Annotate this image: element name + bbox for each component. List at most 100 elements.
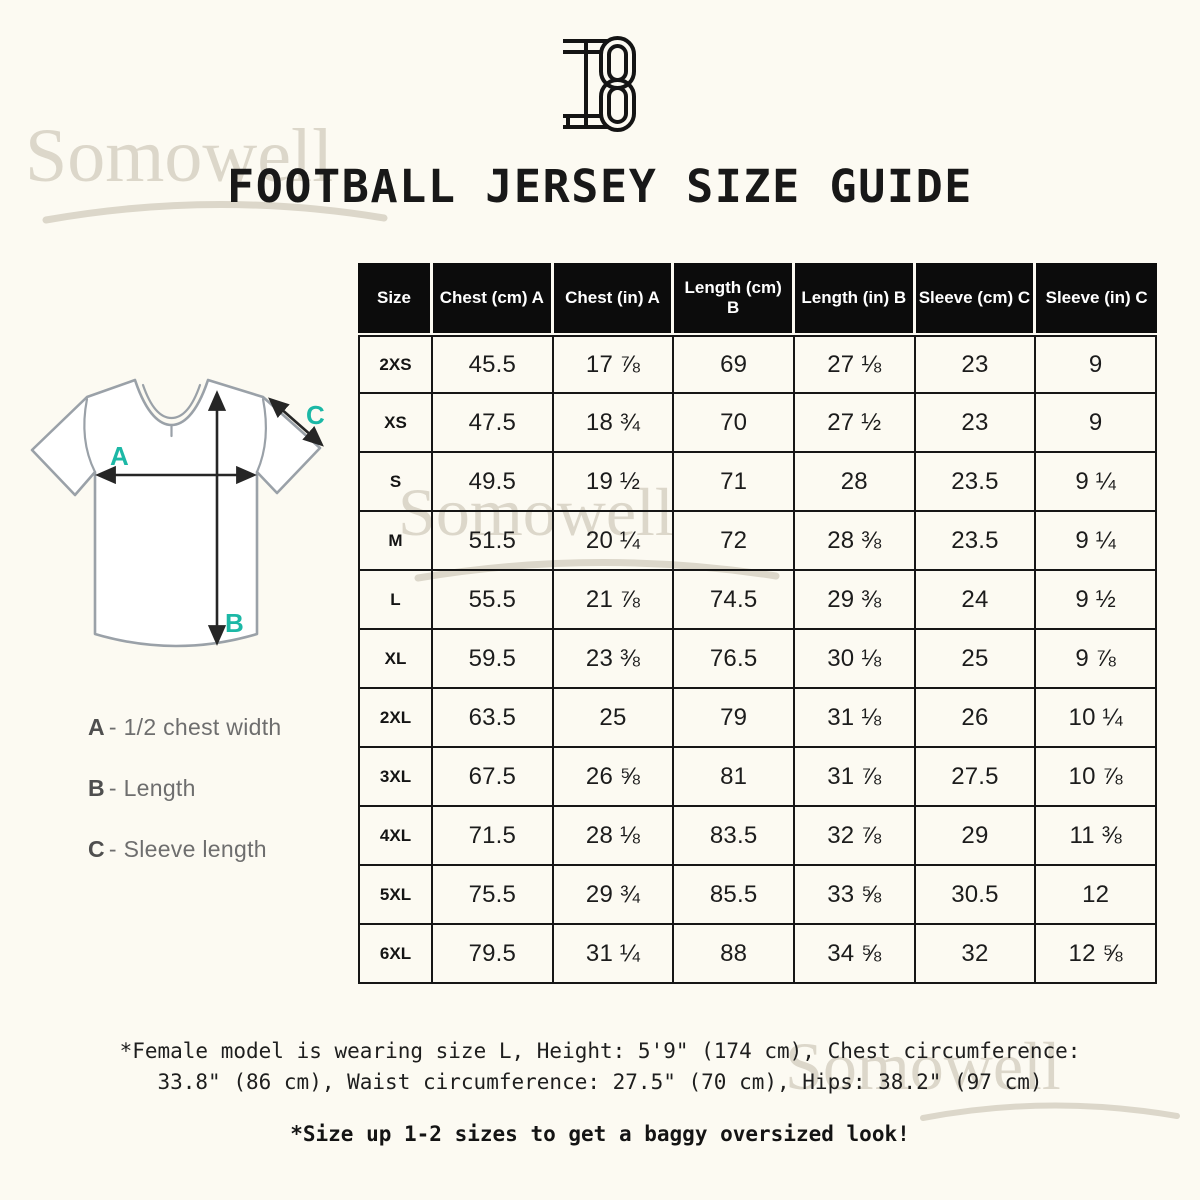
size-label: L [358, 571, 433, 630]
measurement-cell: 12 ⅝ [1036, 925, 1157, 984]
measurement-cell: 79 [674, 689, 795, 748]
watermark-swoosh-bottom-right [918, 1100, 1182, 1122]
size-label: 5XL [358, 866, 433, 925]
measurement-cell: 26 ⅝ [553, 748, 675, 807]
measurement-cell: 27 ½ [794, 394, 916, 453]
measurement-cell: 31 ¼ [553, 925, 675, 984]
legend-text-b: - Length [108, 775, 196, 801]
measurement-cell: 9 ¼ [1036, 512, 1157, 571]
legend-text-c: - Sleeve length [108, 836, 267, 862]
column-header-chest-in-a: Chest (in) A [553, 263, 675, 335]
model-note-line2: 33.8" (86 cm), Waist circumference: 27.5… [157, 1070, 1043, 1094]
measurement-cell: 71 [674, 453, 795, 512]
watermark-somowell-bottom-right: Somowell [785, 1028, 1061, 1104]
collar-seam [141, 383, 202, 420]
measurement-cell: 9 [1036, 335, 1157, 394]
table-row-xs: XS 47.5 18 ¾ 70 27 ½ 23 9 [358, 394, 1157, 453]
size-label: S [358, 453, 433, 512]
measurement-cell: 27 ⅛ [794, 335, 916, 394]
size-label: M [358, 512, 433, 571]
size-label: 2XL [358, 689, 433, 748]
armhole-seam-right [255, 397, 267, 474]
measurement-cell: 85.5 [674, 866, 795, 925]
measurement-cell: 47.5 [433, 394, 554, 453]
measurement-cell: 9 ¼ [1036, 453, 1157, 512]
measurement-cell: 11 ⅜ [1036, 807, 1157, 866]
table-header: Size Chest (cm) A Chest (in) A Length (cm) … [358, 263, 1157, 335]
measurement-cell: 74.5 [674, 571, 795, 630]
size-label: 2XS [358, 335, 433, 394]
tshirt-measurement-diagram: A B C [30, 372, 340, 682]
measurement-cell: 76.5 [674, 630, 795, 689]
measurement-cell: 27.5 [915, 748, 1037, 807]
measurement-cell: 23 ⅜ [553, 630, 675, 689]
tshirt-outline [30, 378, 322, 648]
table-row-2xl: 2XL 63.5 25 79 31 ⅛ 26 10 ¼ [358, 689, 1157, 748]
legend-key-b: B [88, 775, 105, 801]
table-body: 2XS 45.5 17 ⅞ 69 27 ⅛ 23 9 XS 47.5 18 ¾ 70 27 ½ 23 9 S… [358, 335, 1157, 984]
measurement-cell: 9 [1036, 394, 1157, 453]
measurement-cell: 79.5 [433, 925, 554, 984]
measurement-cell: 10 ¼ [1036, 689, 1157, 748]
measurement-cell: 9 ⅞ [1036, 630, 1157, 689]
column-header-sleeve-cm-c: Sleeve (cm) C [915, 263, 1037, 335]
measurement-cell: 9 ½ [1036, 571, 1157, 630]
table-row-3xl: 3XL 67.5 26 ⅝ 81 31 ⅞ 27.5 10 ⅞ [358, 748, 1157, 807]
measurement-cell: 20 ¼ [553, 512, 675, 571]
measurement-cell: 30.5 [915, 866, 1037, 925]
measurement-cell: 72 [674, 512, 795, 571]
legend-key-a: A [88, 714, 105, 740]
label-b: B [225, 608, 244, 638]
measurement-cell: 23.5 [915, 453, 1037, 512]
measurement-cell: 51.5 [433, 512, 554, 571]
brand-logo-i8-icon [563, 34, 637, 139]
measurement-cell: 70 [674, 394, 795, 453]
measurement-cell: 26 [915, 689, 1037, 748]
measurement-cell: 71.5 [433, 807, 554, 866]
measurement-cell: 29 ⅜ [794, 571, 916, 630]
label-c: C [306, 400, 325, 430]
table-row-l: L 55.5 21 ⅞ 74.5 29 ⅜ 24 9 ½ [358, 571, 1157, 630]
measurement-cell: 67.5 [433, 748, 554, 807]
measurement-cell: 49.5 [433, 453, 554, 512]
measurement-cell: 55.5 [433, 571, 554, 630]
measurement-cell: 17 ⅞ [553, 335, 675, 394]
legend-item-b: B- Length [88, 775, 282, 802]
measurement-cell: 23 [915, 335, 1037, 394]
measurement-cell: 23.5 [915, 512, 1037, 571]
measurement-cell: 29 [915, 807, 1037, 866]
legend-text-a: - 1/2 chest width [108, 714, 282, 740]
size-label: 4XL [358, 807, 433, 866]
legend-item-a: A- 1/2 chest width [88, 714, 282, 741]
watermark-somowell-middle: Somowell [398, 474, 674, 550]
measurement-cell: 12 [1036, 866, 1157, 925]
table-row-6xl: 6XL 79.5 31 ¼ 88 34 ⅝ 32 12 ⅝ [358, 925, 1157, 984]
measurement-cell: 31 ⅞ [794, 748, 916, 807]
measurement-cell: 88 [674, 925, 795, 984]
watermark-somowell-top-left: Somowell [25, 114, 334, 198]
table-row-xl: XL 59.5 23 ⅜ 76.5 30 ⅛ 25 9 ⅞ [358, 630, 1157, 689]
legend-item-c: C- Sleeve length [88, 836, 282, 863]
column-header-size: Size [358, 263, 433, 335]
page-title: FOOTBALL JERSEY SIZE GUIDE [227, 160, 973, 213]
column-header-length-in-b: Length (in) B [794, 263, 916, 335]
measurement-cell: 23 [915, 394, 1037, 453]
armhole-seam-left [83, 397, 97, 474]
measurement-cell: 32 ⅞ [794, 807, 916, 866]
size-label: 6XL [358, 925, 433, 984]
measurement-cell: 45.5 [433, 335, 554, 394]
measurement-cell: 28 ⅜ [794, 512, 916, 571]
model-note-line1: *Female model is wearing size L, Height:… [119, 1039, 1081, 1063]
measurement-cell: 25 [553, 689, 675, 748]
table-row-5xl: 5XL 75.5 29 ¾ 85.5 33 ⅝ 30.5 12 [358, 866, 1157, 925]
size-label: XS [358, 394, 433, 453]
sleeve-length-arrow [268, 397, 324, 447]
measurement-cell: 34 ⅝ [794, 925, 916, 984]
measurement-cell: 81 [674, 748, 795, 807]
measurement-cell: 25 [915, 630, 1037, 689]
measurement-cell: 10 ⅞ [1036, 748, 1157, 807]
header-row: Size Chest (cm) A Chest (in) A Length (cm) … [358, 263, 1157, 335]
label-a: A [110, 441, 129, 471]
measurement-cell: 31 ⅛ [794, 689, 916, 748]
